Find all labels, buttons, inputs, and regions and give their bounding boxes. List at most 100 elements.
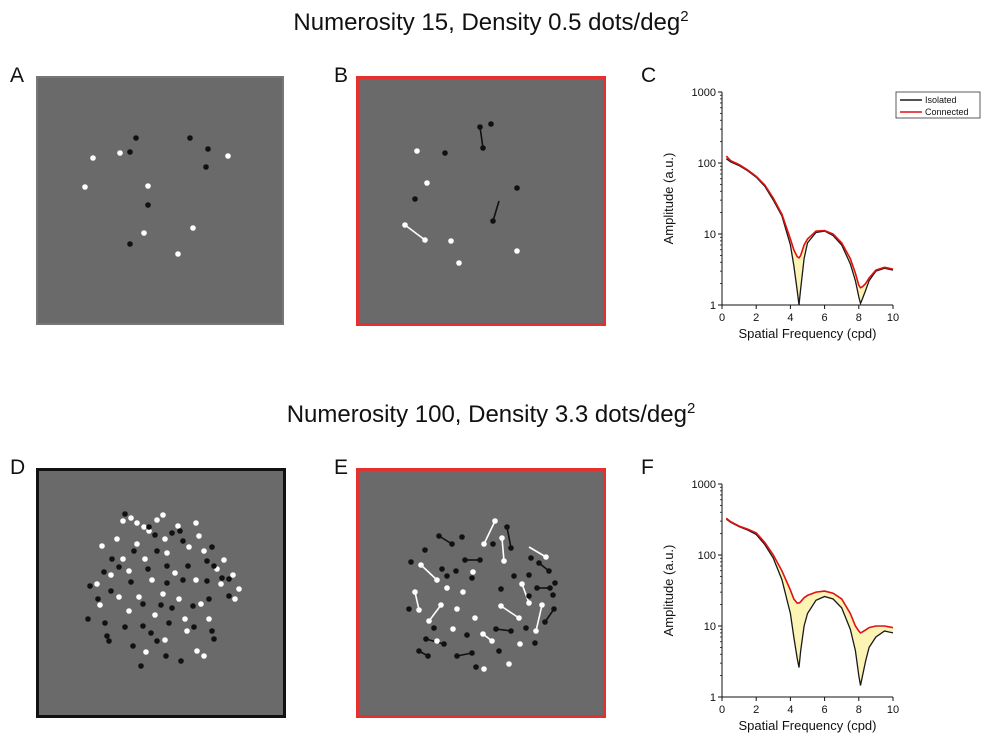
- x-axis-title: Spatial Frequency (cpd): [738, 718, 876, 733]
- white-dot: [120, 518, 126, 524]
- black-dot: [423, 636, 429, 642]
- white-dot: [194, 648, 200, 654]
- black-dot: [462, 557, 468, 563]
- white-dot: [141, 524, 147, 530]
- black-dot: [211, 563, 217, 569]
- black-dot: [425, 653, 431, 659]
- black-dot: [122, 511, 128, 517]
- white-dot: [190, 225, 196, 231]
- legend-label: Connected: [925, 107, 969, 117]
- white-dot: [225, 153, 231, 159]
- stimulus-panel-e: [356, 468, 606, 718]
- section-heading-2: Numerosity 100, Density 3.3 dots/deg2: [0, 400, 982, 429]
- black-dot: [508, 628, 514, 634]
- y-axis-title: Amplitude (a.u.): [661, 545, 676, 637]
- white-dot: [472, 615, 478, 621]
- white-dot: [230, 572, 236, 578]
- section-heading-1: Numerosity 15, Density 0.5 dots/deg2: [0, 8, 982, 37]
- black-dot: [164, 580, 170, 586]
- white-dot: [160, 512, 166, 518]
- x-tick-label: 4: [787, 312, 793, 324]
- black-link: [492, 200, 500, 222]
- isolated-series-line: [725, 518, 894, 686]
- white-dot: [193, 520, 199, 526]
- black-dot: [408, 559, 414, 565]
- white-dot: [519, 581, 525, 587]
- stimulus-dots-e: [406, 518, 558, 672]
- white-link: [500, 605, 520, 619]
- black-dot: [480, 145, 486, 151]
- black-dot: [469, 575, 475, 581]
- white-dot: [182, 616, 188, 622]
- white-dot: [142, 556, 148, 562]
- white-dot: [498, 603, 504, 609]
- connected-series-line: [725, 155, 894, 289]
- white-dot: [149, 577, 155, 583]
- black-dot: [204, 578, 210, 584]
- black-dot: [508, 545, 514, 551]
- x-tick-label: 10: [887, 704, 899, 716]
- white-dot: [145, 183, 151, 189]
- black-link: [479, 126, 484, 149]
- x-tick-label: 6: [822, 704, 828, 716]
- white-link: [535, 604, 543, 632]
- white-dot: [82, 184, 88, 190]
- white-dot: [154, 517, 160, 523]
- white-dot: [448, 238, 454, 244]
- black-dot: [206, 596, 212, 602]
- white-link: [483, 520, 496, 545]
- black-dot: [203, 164, 209, 170]
- x-tick-label: 2: [753, 704, 759, 716]
- heading-superscript: 2: [680, 8, 689, 25]
- black-dot: [477, 557, 483, 563]
- white-link: [420, 564, 438, 581]
- stimulus-panel-b: [356, 76, 606, 326]
- white-dot: [152, 612, 158, 618]
- white-dot: [206, 616, 212, 622]
- white-dot: [134, 541, 140, 547]
- white-dot: [489, 638, 495, 644]
- white-dot: [193, 577, 199, 583]
- black-dot: [130, 643, 136, 649]
- white-dot: [506, 661, 512, 667]
- white-dot: [126, 608, 132, 614]
- black-dot: [551, 606, 557, 612]
- black-dot: [209, 544, 215, 550]
- black-dot: [459, 534, 465, 540]
- black-dot: [514, 185, 520, 191]
- white-dot: [201, 653, 207, 659]
- white-dot: [480, 631, 486, 637]
- white-dot: [481, 541, 487, 547]
- black-dot: [122, 624, 128, 630]
- black-dot: [473, 664, 479, 670]
- white-link: [428, 604, 442, 622]
- white-dot: [539, 602, 545, 608]
- black-dot: [442, 150, 448, 156]
- white-dot: [146, 528, 152, 534]
- black-dot: [412, 196, 418, 202]
- white-dot: [422, 237, 428, 243]
- stimulus-dots-a: [82, 135, 231, 257]
- black-dot: [449, 541, 455, 547]
- white-dot: [424, 180, 430, 186]
- legend-box: [895, 91, 981, 119]
- white-dot: [176, 596, 182, 602]
- white-dot: [414, 148, 420, 154]
- black-dot: [127, 241, 133, 247]
- white-dot: [221, 557, 227, 563]
- black-dot: [211, 636, 217, 642]
- black-dot: [528, 555, 534, 561]
- white-dot: [114, 536, 120, 542]
- black-dot: [496, 648, 502, 654]
- white-dot: [514, 248, 520, 254]
- black-dot: [536, 560, 542, 566]
- white-link: [414, 591, 420, 611]
- white-dot: [418, 562, 424, 568]
- y-tick-label: 100: [698, 158, 716, 170]
- black-dot: [191, 624, 197, 630]
- panel-label-b: B: [334, 64, 349, 87]
- black-dot: [431, 625, 437, 631]
- white-dot: [201, 548, 207, 554]
- black-dot: [169, 605, 175, 611]
- black-dot: [177, 528, 183, 534]
